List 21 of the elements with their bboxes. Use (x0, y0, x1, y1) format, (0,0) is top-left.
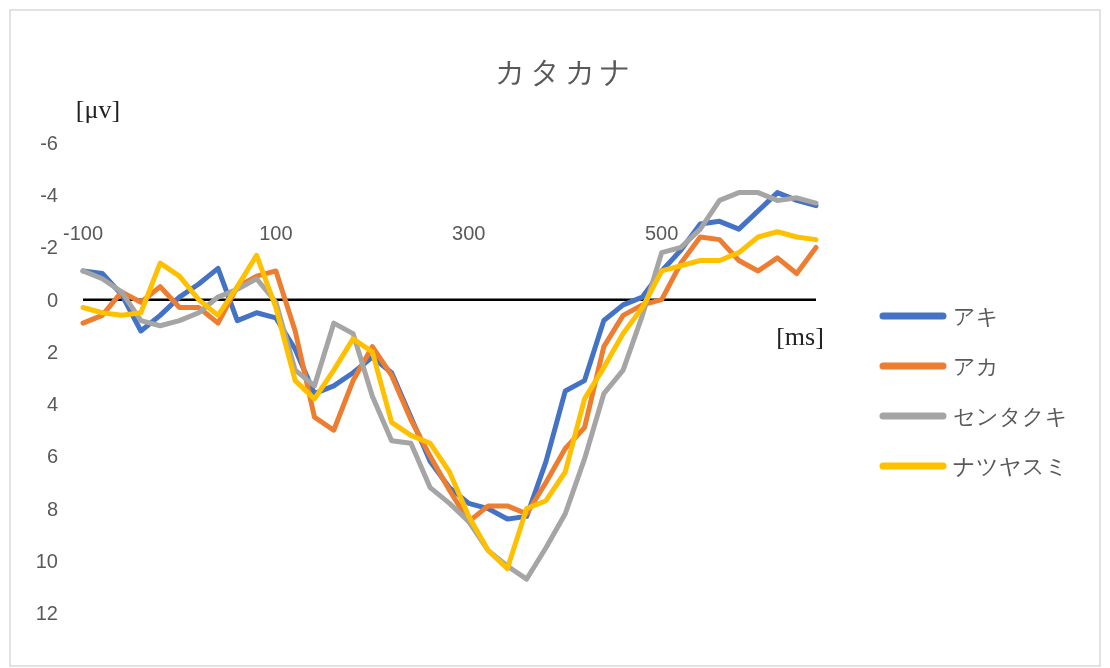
legend-label: ナツヤスミ (953, 454, 1068, 479)
legend-label: センタクキ (953, 404, 1068, 429)
y-tick-label: 0 (46, 288, 58, 311)
y-axis-title: [μv] (75, 95, 121, 124)
legend-label: アカ (953, 354, 999, 379)
y-tick-label: 6 (46, 445, 58, 468)
y-tick-label: -2 (40, 236, 58, 259)
x-tick-label: -100 (62, 221, 104, 244)
legend-label: アキ (953, 304, 999, 329)
y-tick-label: -6 (40, 132, 58, 154)
y-tick-label: 4 (46, 393, 58, 416)
y-tick-label: 8 (46, 497, 58, 520)
x-tick-label: 300 (452, 221, 486, 244)
y-tick-label: 12 (35, 602, 58, 624)
y-tick-label: 2 (46, 340, 58, 363)
y-tick-label: -4 (40, 184, 58, 207)
chart-title: カタカナ (495, 55, 635, 88)
x-tick-label: 500 (645, 221, 679, 244)
x-axis-title: [ms] (776, 322, 824, 351)
y-tick-label: 10 (35, 549, 58, 572)
x-tick-label: 100 (259, 221, 293, 244)
